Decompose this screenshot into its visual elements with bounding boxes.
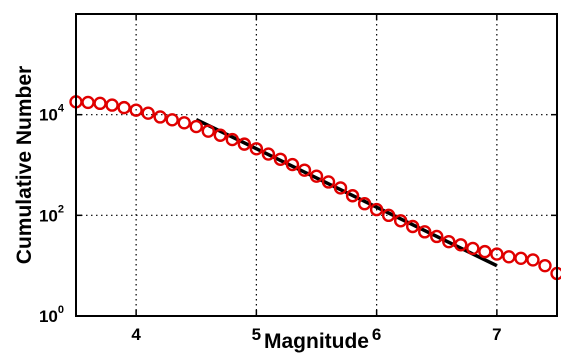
x-tick-label: 6 [372,325,381,344]
x-tick-labels: 4 5 6 7 [131,325,501,344]
data-point [225,132,240,147]
data-point [357,197,372,211]
data-point [442,234,456,249]
data-point [93,96,107,111]
axis-ticks [76,14,557,317]
data-point [153,110,167,124]
data-point [454,238,468,252]
data-point [514,251,528,266]
data-point [345,189,360,203]
data-point [117,100,131,115]
y-tick-label: 100 [39,304,64,326]
data-point [490,247,504,261]
fit-line-layer [195,117,498,268]
data-point [430,229,444,244]
data-point [381,208,396,223]
data-point [369,202,384,217]
grid-lines [76,14,557,316]
data-point [333,181,348,195]
data-point [478,244,492,259]
x-tick-label: 5 [252,325,261,344]
data-point [261,147,276,161]
y-axis-label: Cumulative Number [13,66,36,264]
data-point [141,106,155,120]
plot-frame [75,13,558,317]
data-point [321,175,336,189]
data-point [309,169,324,183]
data-point [273,152,288,166]
data-point [406,219,420,234]
data-points-layer [69,95,561,281]
data-point [165,113,179,127]
data-point [105,98,119,112]
data-point [237,137,252,151]
data-point [249,142,264,156]
data-point [297,163,312,177]
fit-line [195,117,498,268]
y-tick-labels: 100 102 104 [39,103,65,326]
data-point [81,95,95,110]
data-point [129,103,143,117]
data-point [213,128,228,142]
data-point [466,241,480,256]
x-tick-label: 7 [492,325,501,344]
x-axis-label: Magnitude [264,330,369,353]
y-tick-label: 104 [39,103,65,125]
data-point [526,253,540,267]
x-tick-label: 4 [131,325,141,344]
data-point [502,250,516,264]
data-point [285,157,300,172]
data-point [189,119,203,134]
data-point [418,225,432,239]
data-point [177,116,191,130]
data-point [538,258,552,273]
data-point [201,124,215,138]
data-point [393,214,408,228]
y-tick-label: 102 [39,203,64,225]
